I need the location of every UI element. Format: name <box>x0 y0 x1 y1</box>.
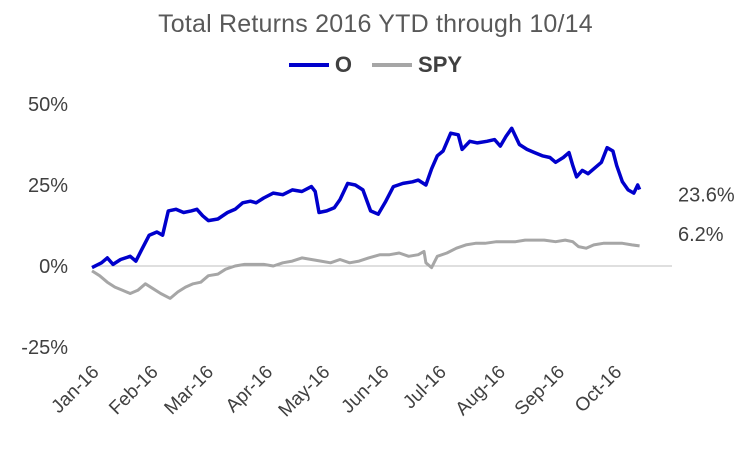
legend-swatch-o <box>288 63 329 67</box>
end-label-spy: 6.2% <box>678 224 724 246</box>
x-tick-label: Jul-16 <box>399 362 450 413</box>
y-tick-label: 50% <box>28 94 68 116</box>
y-tick-label: -25% <box>21 337 68 359</box>
legend-entry-spy: SPY <box>372 52 462 78</box>
x-tick-label: Jun-16 <box>338 362 394 418</box>
x-tick-label: May-16 <box>275 362 335 422</box>
x-tick-label: Apr-16 <box>222 362 277 417</box>
x-tick-label: Feb-16 <box>105 362 162 419</box>
legend-swatch-spy <box>372 63 413 67</box>
x-tick-label: Oct-16 <box>571 362 626 417</box>
x-tick-label: Aug-16 <box>452 362 510 420</box>
y-tick-label: 25% <box>28 175 68 197</box>
x-tick-label: Mar-16 <box>161 362 218 419</box>
y-tick-label: 0% <box>39 256 68 278</box>
series-line-spy <box>91 238 640 300</box>
legend-entry-o: O <box>288 52 353 78</box>
end-label-o: 23.6% <box>678 185 735 207</box>
legend-label-o: O <box>334 52 353 77</box>
series-line-o <box>91 126 642 270</box>
chart-title: Total Returns 2016 YTD through 10/14 <box>158 10 593 38</box>
legend: O SPY <box>0 52 751 78</box>
x-tick-label: Jan-16 <box>48 362 104 418</box>
legend-label-spy: SPY <box>418 52 463 77</box>
x-tick-label: Sep-16 <box>511 362 569 420</box>
